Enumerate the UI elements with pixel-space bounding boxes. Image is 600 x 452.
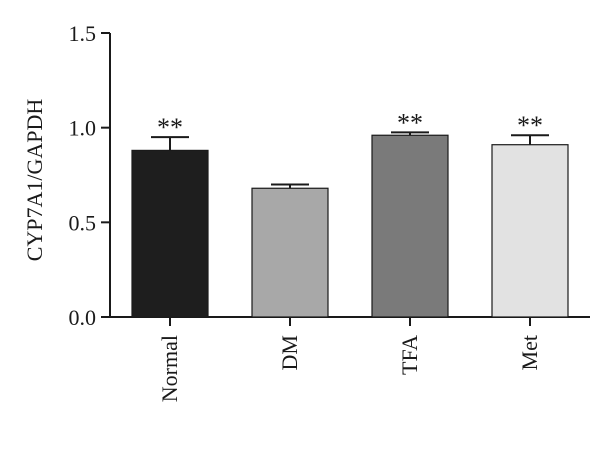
chart-bars	[131, 131, 569, 318]
chart-labels: ** Normal DM ** TFA ** Met	[157, 108, 543, 402]
significance-label: **	[397, 108, 423, 137]
bar-met	[491, 144, 569, 318]
y-tick-label: 0.0	[69, 305, 97, 330]
bar-tfa	[371, 134, 449, 318]
category-label: Normal	[157, 335, 182, 402]
category-label: TFA	[397, 335, 422, 375]
significance-label: **	[517, 111, 543, 140]
y-tick-label: 1.0	[69, 116, 97, 141]
category-label: DM	[277, 335, 302, 370]
bar-normal	[131, 149, 209, 318]
significance-label: **	[157, 113, 183, 142]
category-label: Met	[517, 335, 542, 370]
bar-dm	[251, 187, 329, 318]
y-tick-label: 1.5	[69, 21, 97, 46]
y-tick-label: 0.5	[69, 210, 97, 235]
y-axis-title: CYP7A1/GAPDH	[22, 99, 47, 262]
